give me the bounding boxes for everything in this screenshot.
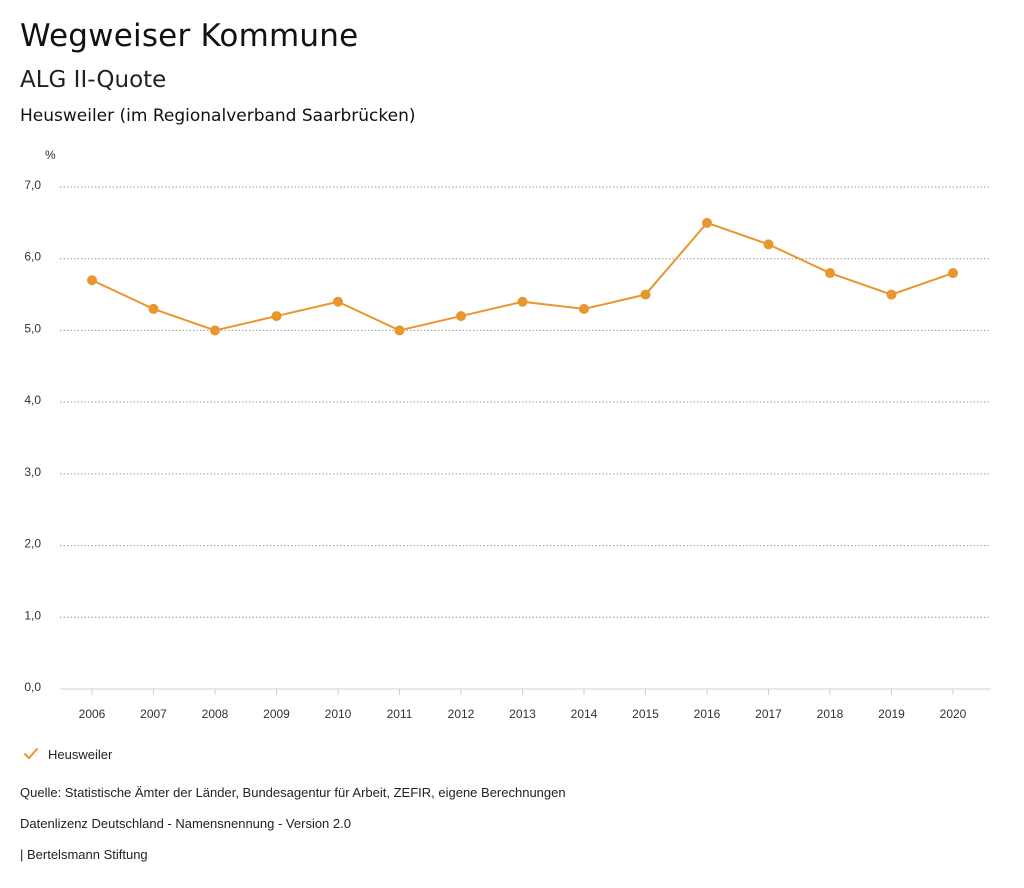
data-point bbox=[579, 303, 589, 314]
data-point bbox=[333, 296, 343, 307]
legend-check-icon bbox=[24, 748, 38, 759]
data-point bbox=[948, 268, 958, 279]
chart-legend[interactable]: Heusweiler bbox=[22, 744, 112, 764]
x-tick-label: 2012 bbox=[448, 707, 475, 721]
x-tick-label: 2006 bbox=[79, 707, 106, 721]
chart-subtitle: Heusweiler (im Regionalverband Saarbrück… bbox=[20, 106, 416, 126]
x-tick-label: 2013 bbox=[509, 707, 536, 721]
x-tick-label: 2015 bbox=[632, 707, 659, 721]
series-line bbox=[91, 221, 954, 332]
data-point bbox=[517, 296, 528, 307]
y-tick-label: 3,0 bbox=[24, 465, 41, 479]
x-tick-label: 2007 bbox=[140, 707, 167, 721]
legend-label: Heusweiler bbox=[48, 746, 113, 762]
y-tick-label: 1,0 bbox=[24, 608, 41, 622]
data-point bbox=[87, 275, 97, 286]
y-axis-label: % bbox=[45, 148, 56, 162]
y-tick-label: 5,0 bbox=[24, 321, 41, 335]
x-tick-label: 2014 bbox=[571, 707, 598, 721]
x-tick-label: 2020 bbox=[940, 707, 967, 721]
data-point bbox=[640, 289, 651, 300]
source-note: Quelle: Statistische Ämter der Länder, B… bbox=[20, 785, 566, 800]
license-note: Datenlizenz Deutschland - Namensnennung … bbox=[20, 816, 351, 831]
chart-title: ALG II-Quote bbox=[20, 67, 167, 93]
data-point bbox=[271, 311, 282, 322]
publisher-note: | Bertelsmann Stiftung bbox=[20, 847, 148, 862]
data-point bbox=[456, 311, 466, 322]
x-tick-label: 2010 bbox=[325, 707, 352, 721]
data-point bbox=[148, 303, 159, 314]
line-chart: % 0,0 1,0 2,0 3,0 4,0 5,0 6,0 7,0 2006 2007 2008 200… bbox=[24, 148, 991, 721]
x-tick-label: 2011 bbox=[387, 707, 413, 721]
y-tick-label: 4,0 bbox=[24, 393, 41, 407]
data-point bbox=[886, 289, 897, 300]
x-tick-label: 2008 bbox=[202, 707, 229, 721]
x-tick-label: 2017 bbox=[755, 707, 782, 721]
y-tick-label: 2,0 bbox=[24, 537, 41, 551]
data-point bbox=[394, 325, 405, 336]
y-tick-label: 0,0 bbox=[24, 680, 41, 694]
data-point bbox=[702, 217, 712, 228]
data-point bbox=[210, 325, 220, 336]
page-title: Wegweiser Kommune bbox=[20, 18, 359, 54]
y-tick-label: 7,0 bbox=[24, 178, 41, 192]
x-tick-label: 2016 bbox=[694, 707, 721, 721]
y-tick-label: 6,0 bbox=[24, 250, 41, 264]
x-tick-label: 2019 bbox=[878, 707, 905, 721]
x-tick-label: 2009 bbox=[263, 707, 290, 721]
x-tick-label: 2018 bbox=[817, 707, 844, 721]
data-point bbox=[763, 239, 774, 250]
data-point bbox=[825, 268, 835, 279]
